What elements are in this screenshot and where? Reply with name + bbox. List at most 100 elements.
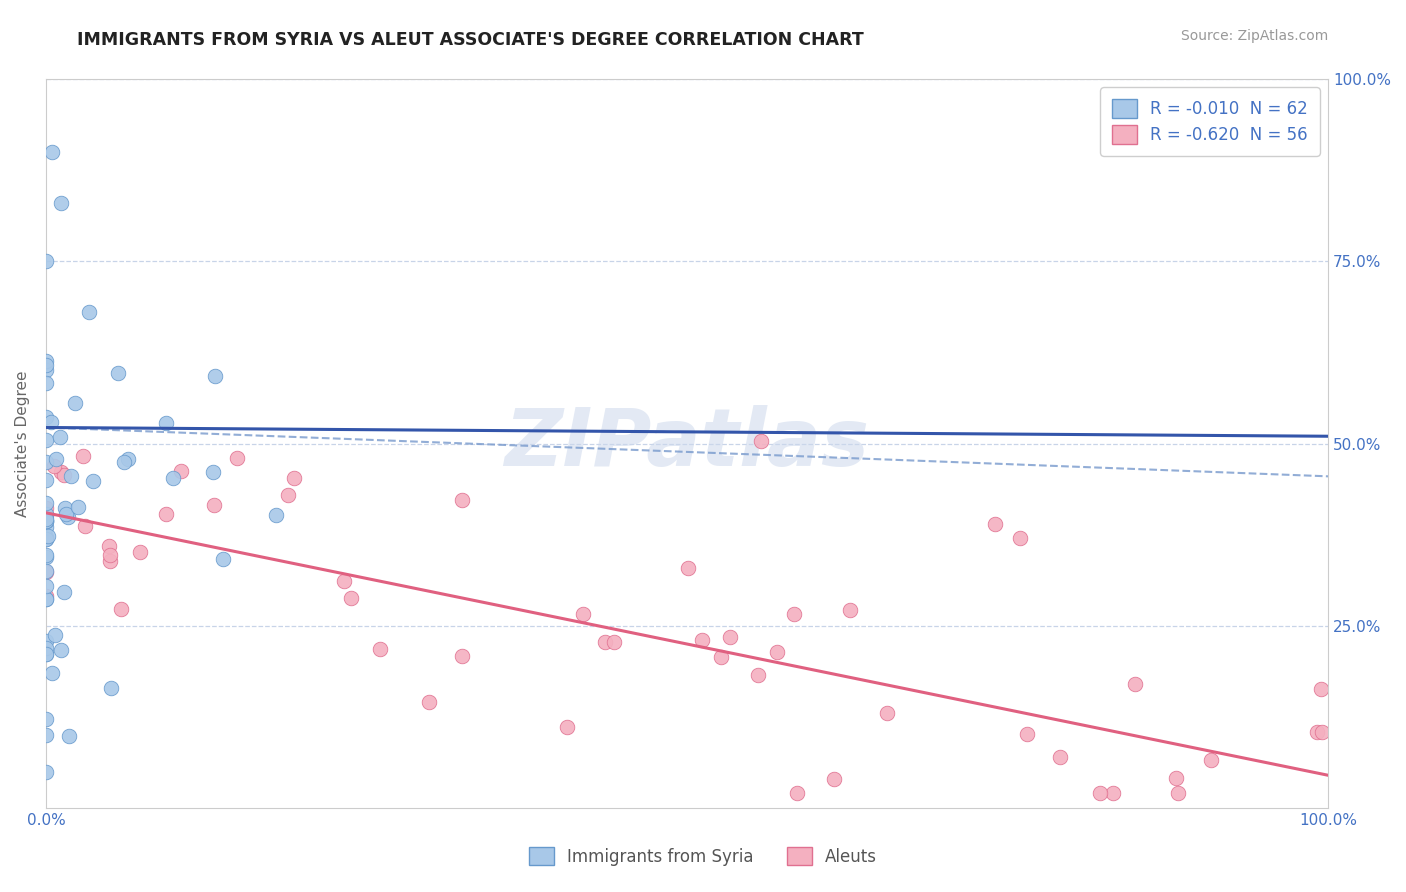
Point	[226, 450, 249, 465]
Point	[35, 512, 58, 526]
Point	[35, 641, 58, 656]
Point	[1164, 771, 1187, 785]
Point	[59, 469, 82, 483]
Point	[786, 787, 808, 801]
Point	[37, 528, 59, 542]
Legend: Immigrants from Syria, Aleuts: Immigrants from Syria, Aleuts	[516, 834, 890, 880]
Point	[1199, 753, 1222, 767]
Text: IMMIGRANTS FROM SYRIA VS ALEUT ASSOCIATE'S DEGREE CORRELATION CHART: IMMIGRANTS FROM SYRIA VS ALEUT ASSOCIATE…	[77, 31, 865, 49]
Point	[41, 665, 63, 680]
Point	[44, 628, 66, 642]
Point	[67, 500, 90, 514]
Point	[283, 471, 305, 485]
Point	[277, 488, 299, 502]
Point	[690, 632, 713, 647]
Point	[65, 396, 87, 410]
Point	[368, 642, 391, 657]
Point	[35, 764, 58, 779]
Point	[35, 633, 58, 648]
Point	[35, 514, 58, 528]
Point	[49, 195, 72, 210]
Point	[823, 772, 845, 786]
Point	[1167, 786, 1189, 800]
Point	[876, 706, 898, 720]
Point	[1010, 531, 1032, 545]
Point	[35, 549, 58, 564]
Point	[35, 508, 58, 522]
Point	[35, 508, 58, 523]
Text: ZIPatlas: ZIPatlas	[505, 405, 869, 483]
Point	[749, 434, 772, 448]
Point	[52, 467, 75, 482]
Point	[128, 544, 150, 558]
Point	[45, 452, 67, 467]
Point	[572, 607, 595, 621]
Point	[35, 579, 58, 593]
Point	[783, 607, 806, 621]
Point	[984, 516, 1007, 531]
Point	[35, 496, 58, 510]
Y-axis label: Associate's Degree: Associate's Degree	[15, 370, 30, 516]
Point	[98, 554, 121, 568]
Point	[35, 531, 58, 545]
Point	[211, 551, 233, 566]
Point	[41, 145, 63, 159]
Point	[1015, 727, 1038, 741]
Point	[35, 433, 58, 447]
Point	[98, 548, 121, 562]
Point	[747, 667, 769, 681]
Point	[35, 354, 58, 368]
Point	[35, 454, 58, 468]
Point	[1101, 787, 1123, 801]
Point	[339, 591, 361, 605]
Point	[35, 532, 58, 546]
Point	[1309, 682, 1331, 697]
Point	[56, 510, 79, 524]
Point	[53, 501, 76, 516]
Point	[35, 565, 58, 579]
Point	[107, 367, 129, 381]
Point	[112, 455, 135, 469]
Point	[35, 647, 58, 661]
Point	[1049, 750, 1071, 764]
Point	[766, 645, 789, 659]
Point	[35, 363, 58, 377]
Point	[1088, 787, 1111, 801]
Point	[72, 449, 94, 463]
Point	[155, 507, 177, 521]
Point	[1310, 725, 1333, 739]
Legend: R = -0.010  N = 62, R = -0.620  N = 56: R = -0.010 N = 62, R = -0.620 N = 56	[1101, 87, 1320, 156]
Point	[718, 630, 741, 644]
Point	[35, 500, 58, 515]
Point	[264, 508, 287, 522]
Point	[49, 642, 72, 657]
Point	[418, 695, 440, 709]
Point	[450, 649, 472, 664]
Point	[35, 532, 58, 546]
Point	[162, 471, 184, 485]
Point	[557, 720, 579, 734]
Point	[100, 681, 122, 695]
Point	[35, 548, 58, 562]
Point	[332, 574, 354, 588]
Point	[41, 415, 63, 429]
Point	[117, 452, 139, 467]
Point	[49, 430, 72, 444]
Point	[51, 465, 73, 479]
Point	[603, 635, 626, 649]
Point	[170, 463, 193, 477]
Point	[79, 305, 101, 319]
Point	[35, 254, 58, 268]
Point	[35, 409, 58, 424]
Point	[155, 416, 177, 430]
Point	[55, 508, 77, 522]
Point	[110, 602, 132, 616]
Point	[44, 458, 66, 473]
Point	[1306, 725, 1329, 739]
Point	[35, 530, 58, 544]
Point	[202, 498, 225, 512]
Point	[35, 728, 58, 742]
Point	[35, 591, 58, 606]
Text: Source: ZipAtlas.com: Source: ZipAtlas.com	[1181, 29, 1329, 43]
Point	[97, 539, 120, 553]
